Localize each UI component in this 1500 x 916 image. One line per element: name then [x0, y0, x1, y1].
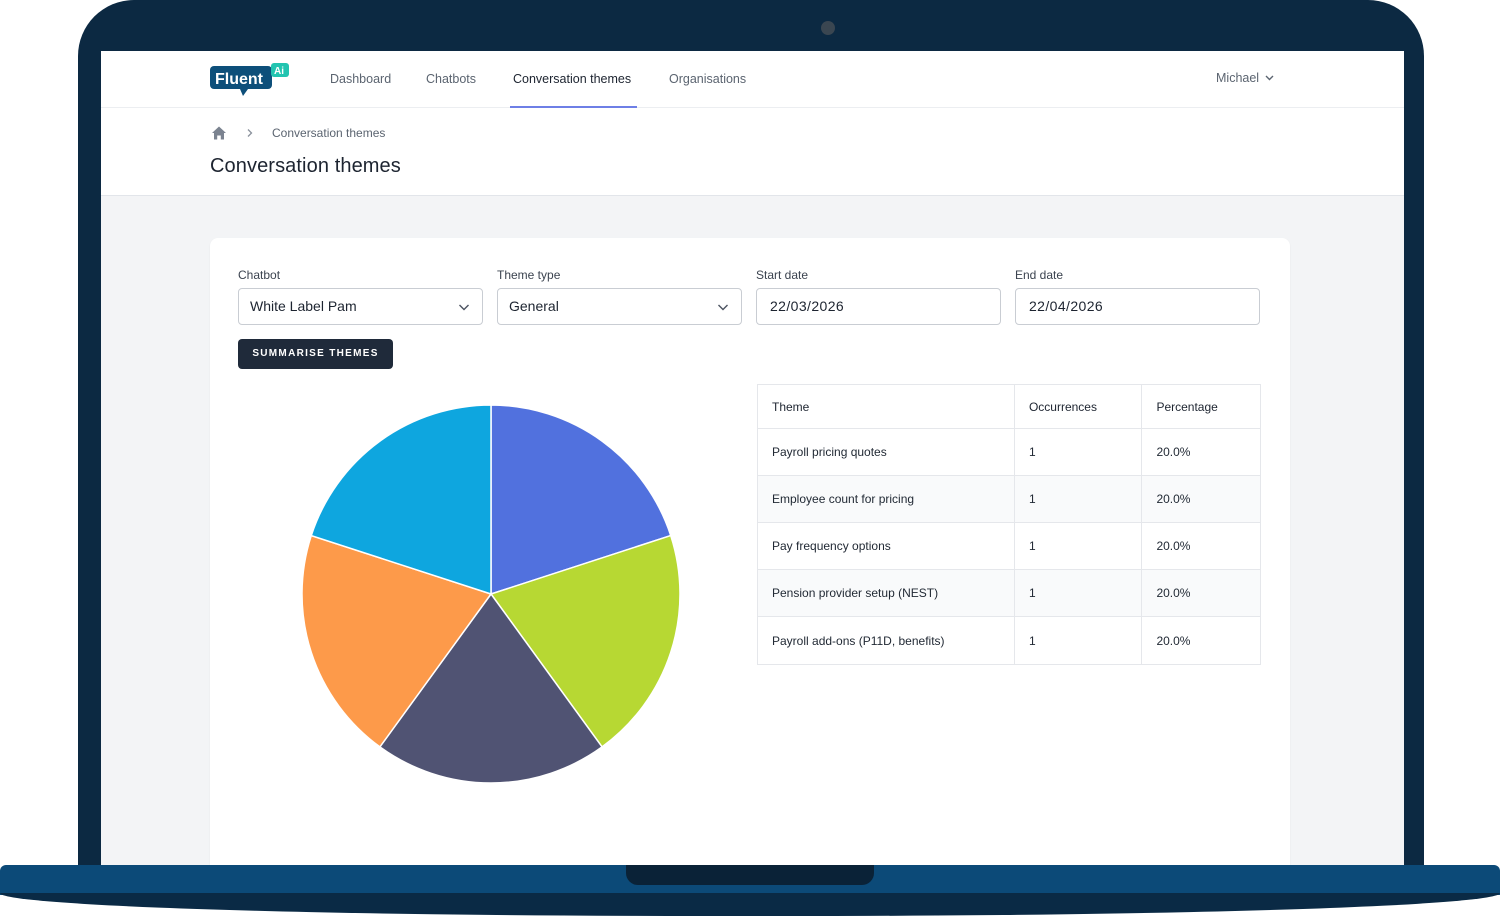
themes-card: Chatbot White Label Pam Theme type Gener…	[210, 238, 1290, 865]
theme-type-label: Theme type	[497, 268, 561, 282]
table-row: Payroll add-ons (P11D, benefits) 1 20.0%	[758, 617, 1260, 664]
pie-slice-2[interactable]	[489, 534, 681, 748]
percentage-cell: 20.0%	[1156, 586, 1191, 600]
percentage-cell: 20.0%	[1156, 445, 1191, 459]
theme-cell: Payroll pricing quotes	[758, 429, 1015, 475]
end-date-input[interactable]: 22/04/2026	[1015, 288, 1260, 325]
table-row: Employee count for pricing 1 20.0%	[758, 476, 1260, 523]
user-name: Michael	[1216, 71, 1260, 85]
end-date-value: 22/04/2026	[1029, 298, 1104, 314]
pie-slice-1[interactable]	[490, 404, 672, 596]
start-date-label: Start date	[756, 268, 809, 282]
webcam	[821, 21, 835, 35]
theme-cell: Pension provider setup (NEST)	[758, 570, 1015, 616]
table-header-row: Theme Occurrences Percentage	[758, 385, 1260, 429]
occurrences-cell: 1	[1015, 429, 1143, 475]
breadcrumb-current: Conversation themes	[272, 126, 386, 140]
occurrences-cell: 1	[1015, 523, 1143, 569]
end-date-label: End date	[1015, 268, 1064, 282]
logo-badge	[271, 63, 289, 77]
table-row: Payroll pricing quotes 1 20.0%	[758, 429, 1260, 476]
table-row: Pay frequency options 1 20.0%	[758, 523, 1260, 570]
chevron-right-icon	[247, 129, 253, 137]
summarise-themes-button[interactable]: SUMMARISE THEMES	[238, 339, 393, 369]
theme-cell: Employee count for pricing	[758, 476, 1015, 522]
pie-slice-5[interactable]	[310, 404, 492, 596]
theme-cell: Payroll add-ons (P11D, benefits)	[758, 617, 1015, 664]
chevron-down-icon	[718, 304, 728, 311]
header-theme: Theme	[758, 385, 1015, 428]
occurrences-cell: 1	[1015, 476, 1143, 522]
fluent-ai-logo[interactable]: Fluent Ai	[210, 63, 292, 97]
chatbot-value: White Label Pam	[250, 298, 357, 314]
active-nav-indicator	[510, 106, 637, 108]
logo-bubble	[210, 66, 272, 89]
logo-badge-text: Ai	[274, 66, 284, 77]
nav-conversation-themes[interactable]: Conversation themes	[513, 72, 632, 86]
occurrences-cell: 1	[1015, 570, 1143, 616]
nav-organisations[interactable]: Organisations	[669, 72, 747, 86]
laptop-notch	[626, 865, 874, 885]
theme-cell: Pay frequency options	[758, 523, 1015, 569]
laptop-base-bottom	[0, 893, 1500, 916]
page-header: Conversation themes Conversation themes	[101, 108, 1404, 196]
themes-pie-chart	[301, 404, 681, 784]
occurrences-cell: 1	[1015, 617, 1143, 664]
theme-type-select[interactable]: General	[497, 288, 742, 325]
header-percentage: Percentage	[1156, 399, 1218, 414]
chatbot-label: Chatbot	[238, 268, 281, 282]
percentage-cell: 20.0%	[1156, 633, 1191, 648]
breadcrumb: Conversation themes	[211, 125, 385, 141]
home-icon[interactable]	[211, 125, 227, 141]
themes-table: Theme Occurrences Percentage Payroll pri…	[757, 384, 1261, 665]
logo-bubble-tail	[240, 89, 248, 96]
page-title: Conversation themes	[210, 155, 401, 177]
chevron-down-icon	[1265, 75, 1274, 81]
start-date-value: 22/03/2026	[770, 298, 845, 314]
logo-text: Fluent	[215, 71, 264, 88]
pie-slice-4[interactable]	[301, 534, 493, 748]
theme-type-value: General	[509, 298, 559, 314]
percentage-cell: 20.0%	[1156, 539, 1191, 553]
percentage-cell: 20.0%	[1156, 492, 1191, 506]
nav-dashboard[interactable]: Dashboard	[330, 72, 392, 86]
pie-slice-3[interactable]	[378, 592, 604, 784]
app-screen: Fluent Ai Dashboard Chatbots Conversatio…	[101, 51, 1404, 865]
chatbot-select[interactable]: White Label Pam	[238, 288, 483, 325]
start-date-input[interactable]: 22/03/2026	[756, 288, 1001, 325]
laptop-base	[0, 865, 1500, 916]
user-menu[interactable]: Michael	[1216, 71, 1274, 85]
header-occurrences: Occurrences	[1015, 385, 1143, 428]
top-nav: Fluent Ai Dashboard Chatbots Conversatio…	[101, 51, 1404, 108]
nav-chatbots[interactable]: Chatbots	[426, 72, 477, 86]
chevron-down-icon	[459, 304, 469, 311]
table-row: Pension provider setup (NEST) 1 20.0%	[758, 570, 1260, 617]
